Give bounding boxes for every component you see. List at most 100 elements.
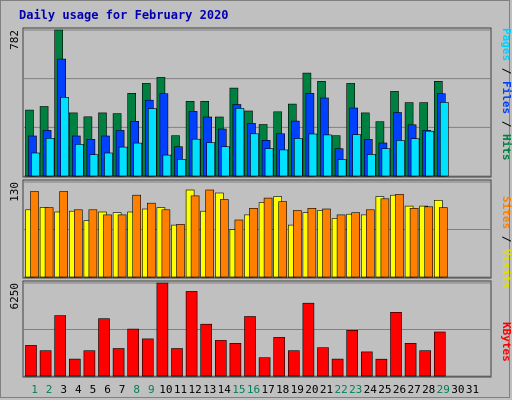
pages-bar-28 [425, 130, 435, 177]
day-label-22: 22 [334, 383, 347, 396]
sites-bar-17 [263, 197, 273, 278]
sites-bar-25 [380, 198, 390, 278]
day-label-1: 1 [31, 383, 38, 396]
kbytes-bar-6 [98, 318, 110, 377]
pages-bar-12 [191, 138, 201, 177]
day-label-12: 12 [188, 383, 201, 396]
sites-bar-2 [44, 207, 54, 278]
kbytes-bar-21 [317, 347, 329, 377]
kbytes-bar-11 [171, 348, 183, 377]
kbytes-bar-20 [302, 302, 315, 377]
kbytes-bar-4 [69, 358, 81, 377]
kbytes-bar-19 [287, 350, 300, 377]
kbytes-bar-17 [258, 357, 271, 377]
sites-bar-3 [59, 191, 69, 278]
kbytes-bar-10 [156, 282, 169, 377]
sites-bar-19 [292, 210, 302, 278]
sites-bar-26 [395, 194, 404, 278]
day-label-3: 3 [60, 383, 67, 396]
sites-bar-21 [322, 208, 331, 278]
sites-bar-4 [74, 209, 83, 278]
day-label-4: 4 [75, 383, 82, 396]
sites-bar-6 [103, 214, 112, 278]
middle-ymax-label: 130 [8, 182, 21, 202]
kbytes-bar-25 [375, 358, 388, 377]
sites-bar-13 [205, 189, 214, 278]
sites-bar-23 [351, 212, 361, 278]
sites-bar-28 [424, 206, 434, 278]
pages-bar-27 [410, 138, 420, 177]
kbytes-bar-3 [54, 315, 67, 377]
day-label-2: 2 [46, 383, 53, 396]
sites-bar-15 [234, 219, 244, 278]
pages-bar-26 [396, 140, 405, 177]
sites-bar-5 [88, 209, 98, 278]
kbytes-bar-5 [83, 350, 96, 377]
day-label-6: 6 [104, 383, 111, 396]
day-label-24: 24 [364, 383, 378, 396]
sites-bar-8 [132, 194, 141, 278]
legend-sites: Sites [500, 196, 512, 229]
bottom-ymax-label: 6250 [8, 283, 21, 310]
day-label-7: 7 [119, 383, 126, 396]
top-legend: Pages / Files / Hits [500, 28, 512, 161]
pages-bar-11 [177, 159, 186, 177]
kbytes-bar-29 [433, 331, 446, 377]
pages-bar-10 [162, 154, 172, 177]
pages-bar-15 [235, 108, 245, 177]
pages-bar-17 [264, 148, 274, 177]
day-label-25: 25 [378, 383, 391, 396]
pages-bar-21 [323, 134, 332, 177]
pages-bar-5 [89, 154, 99, 177]
day-label-15: 15 [232, 383, 245, 396]
kbytes-bar-18 [273, 337, 286, 377]
day-label-16: 16 [247, 383, 260, 396]
pages-bar-25 [381, 148, 391, 177]
pages-bar-2 [45, 138, 55, 177]
day-label-26: 26 [393, 383, 406, 396]
chart-title: Daily usage for February 2020 [19, 8, 229, 22]
day-label-29: 29 [437, 383, 450, 396]
sites-bar-7 [117, 214, 127, 278]
sites-bar-9 [147, 202, 156, 278]
day-label-19: 19 [291, 383, 304, 396]
pages-bar-7 [118, 146, 128, 177]
legend-kbytes: KBytes [500, 322, 512, 362]
kbytes-bar-27 [404, 342, 417, 377]
sites-bar-27 [409, 208, 419, 278]
kbytes-bar-7 [112, 348, 125, 377]
pages-bar-6 [104, 152, 113, 177]
day-label-18: 18 [276, 383, 289, 396]
day-label-9: 9 [148, 383, 155, 396]
middle-legend: Sites / Visits [500, 196, 512, 289]
sites-bar-12 [190, 195, 200, 278]
day-label-5: 5 [90, 383, 97, 396]
sites-bar-14 [220, 199, 229, 278]
legend-files: Files [500, 81, 512, 114]
legend-visits: Visits [500, 249, 512, 289]
day-label-27: 27 [407, 383, 420, 396]
pages-bar-24 [366, 154, 376, 177]
kbytes-bar-23 [346, 329, 359, 377]
kbytes-bar-24 [360, 351, 373, 377]
kbytes-bar-26 [390, 311, 402, 377]
sites-bar-18 [278, 201, 288, 278]
kbytes-bar-14 [215, 340, 227, 377]
kbytes-bar-28 [419, 350, 432, 377]
pages-bar-16 [250, 133, 259, 177]
day-label-21: 21 [320, 383, 333, 396]
day-label-20: 20 [305, 383, 318, 396]
day-label-28: 28 [422, 383, 435, 396]
day-label-11: 11 [174, 383, 187, 396]
pages-bar-29 [439, 102, 449, 177]
sites-bar-29 [438, 207, 448, 278]
kbytes-bar-12 [185, 291, 198, 377]
day-label-30: 30 [451, 383, 464, 396]
sites-bar-22 [336, 214, 346, 278]
pages-bar-3 [60, 97, 70, 177]
day-label-23: 23 [349, 383, 362, 396]
sites-bar-1 [30, 191, 39, 278]
kbytes-bar-1 [25, 345, 37, 377]
